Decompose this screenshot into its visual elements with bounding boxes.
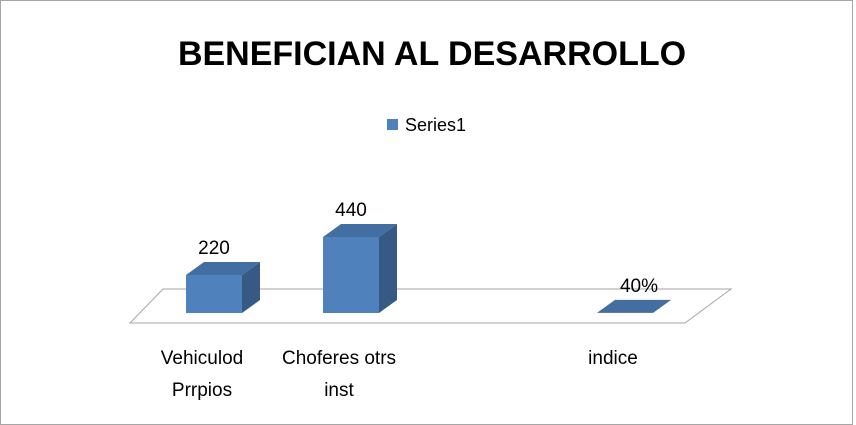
bar-side	[242, 262, 260, 313]
x-tick-label: Vehiculod Prrpios	[160, 348, 244, 401]
data-label: 440	[335, 200, 367, 221]
data-label: 40%	[620, 276, 658, 297]
bar-top	[186, 262, 260, 275]
bar	[186, 275, 242, 313]
bar-side	[379, 224, 397, 313]
floor	[128, 288, 733, 324]
bar-top	[323, 224, 397, 237]
x-tick-label: indice	[588, 348, 638, 369]
bar	[323, 237, 379, 313]
bar-side	[653, 299, 671, 313]
data-label: 220	[198, 238, 230, 259]
bar-top	[597, 299, 671, 313]
legend-swatch	[387, 119, 398, 130]
legend-label: Series1	[405, 115, 466, 135]
x-tick-label: Choferes otrs inst	[281, 348, 397, 401]
chart-title: BENEFICIAN AL DESARROLLO	[178, 35, 686, 73]
